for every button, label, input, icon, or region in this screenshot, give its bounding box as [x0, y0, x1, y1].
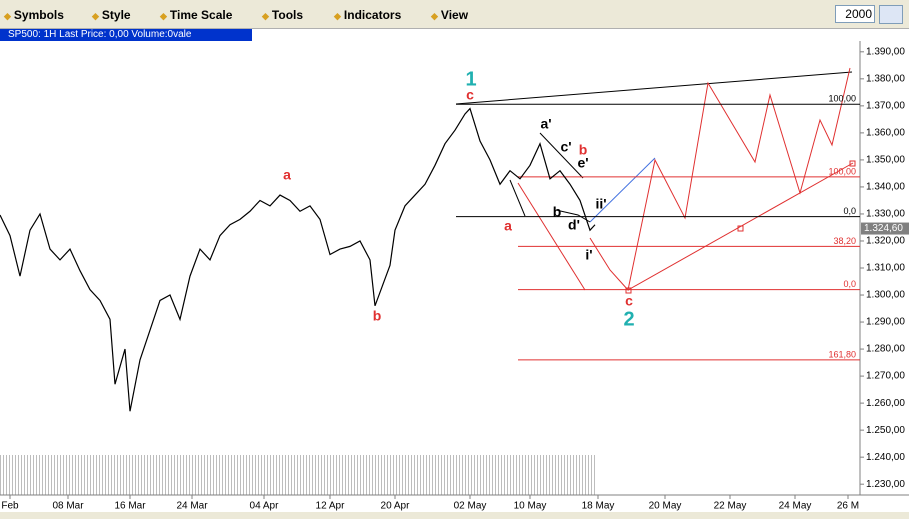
y-tick-label: 1.250,00 [866, 425, 905, 436]
y-tick-label: 1.350,00 [866, 155, 905, 166]
y-tick-label: 1.330,00 [866, 209, 905, 220]
year-button[interactable] [879, 5, 903, 24]
y-tick-label: 1.390,00 [866, 46, 905, 57]
menu-item[interactable]: View [431, 8, 468, 22]
wave-label: a [283, 167, 291, 183]
wave-label: ii' [595, 196, 606, 212]
x-tick-label: 12 Apr [316, 501, 346, 512]
wave-label: c [466, 87, 474, 103]
menu-item[interactable]: Symbols [4, 8, 64, 22]
wave-label: e' [577, 155, 588, 171]
x-tick-label: 02 May [454, 501, 487, 512]
x-tick-label: 10 May [514, 501, 547, 512]
year-input[interactable]: 2000 [835, 5, 875, 23]
last-price-label: 1.324,60 [864, 223, 903, 234]
wave-label: d' [568, 217, 580, 233]
trend-line [455, 71, 853, 105]
y-tick-label: 1.280,00 [866, 344, 905, 355]
wave-line [539, 132, 584, 179]
y-tick-label: 1.310,00 [866, 263, 905, 274]
x-tick-label: 18 May [582, 501, 615, 512]
projection-line [589, 67, 851, 292]
y-tick-label: 1.320,00 [866, 236, 905, 247]
y-tick-label: 1.300,00 [866, 290, 905, 301]
x-tick-label: 20 Apr [381, 501, 411, 512]
x-tick-label: 04 Apr [250, 501, 280, 512]
y-tick-label: 1.230,00 [866, 479, 905, 490]
toolbar: Symbols Style Time Scale Tools Indicator… [0, 0, 909, 29]
y-tick-label: 1.240,00 [866, 452, 905, 463]
x-tick-label: 24 Mar [176, 501, 208, 512]
x-tick-label: 22 May [714, 501, 747, 512]
fib-label: 0,0 [843, 279, 856, 289]
y-tick-label: 1.360,00 [866, 128, 905, 139]
menu-item[interactable]: Indicators [334, 8, 401, 22]
wave-label: a' [540, 116, 551, 132]
fib-label: 100,00 [828, 166, 856, 176]
menu-item[interactable]: Time Scale [160, 8, 232, 22]
price-line [0, 107, 596, 412]
wave-label: b [553, 204, 562, 220]
x-tick-label: 08 Mar [52, 501, 84, 512]
projection-line [517, 182, 586, 291]
y-tick-label: 1.270,00 [866, 371, 905, 382]
wave-label: i' [585, 247, 592, 263]
last-price-tag [861, 222, 909, 235]
wave-label: 2 [623, 308, 634, 330]
x-tick-label: 24 May [779, 501, 812, 512]
wave-label: b [579, 142, 588, 158]
marker [625, 287, 632, 294]
x-tick-label: 26 M [837, 501, 859, 512]
chart-header: SP500: 1H Last Price: 0,00 Volume:0vale [0, 29, 252, 41]
menu-item[interactable]: Style [92, 8, 131, 22]
wave-label: c' [560, 139, 571, 155]
marker [849, 160, 856, 167]
fib-label: 38,20 [833, 236, 856, 246]
y-tick-label: 1.380,00 [866, 73, 905, 84]
wave-label: 1 [465, 68, 476, 90]
y-tick-label: 1.340,00 [866, 182, 905, 193]
fib-label: 161,80 [828, 349, 856, 359]
menu-item[interactable]: Tools [262, 8, 303, 22]
fib-label: 100,00 [828, 94, 856, 104]
wave-label: a [504, 218, 512, 234]
y-tick-label: 1.370,00 [866, 100, 905, 111]
wave-label: c [625, 293, 633, 309]
x-tick-label: 16 Mar [114, 501, 146, 512]
projection-line [589, 157, 656, 223]
wave-line [509, 179, 526, 217]
status-bar [0, 512, 909, 519]
y-tick-label: 1.290,00 [866, 317, 905, 328]
fib-label: 0,0 [843, 206, 856, 216]
x-tick-label: Feb [1, 501, 19, 512]
x-tick-label: 20 May [649, 501, 682, 512]
y-tick-label: 1.260,00 [866, 398, 905, 409]
volume-bars [0, 455, 595, 495]
wave-label: b [373, 308, 382, 324]
marker [737, 225, 744, 232]
